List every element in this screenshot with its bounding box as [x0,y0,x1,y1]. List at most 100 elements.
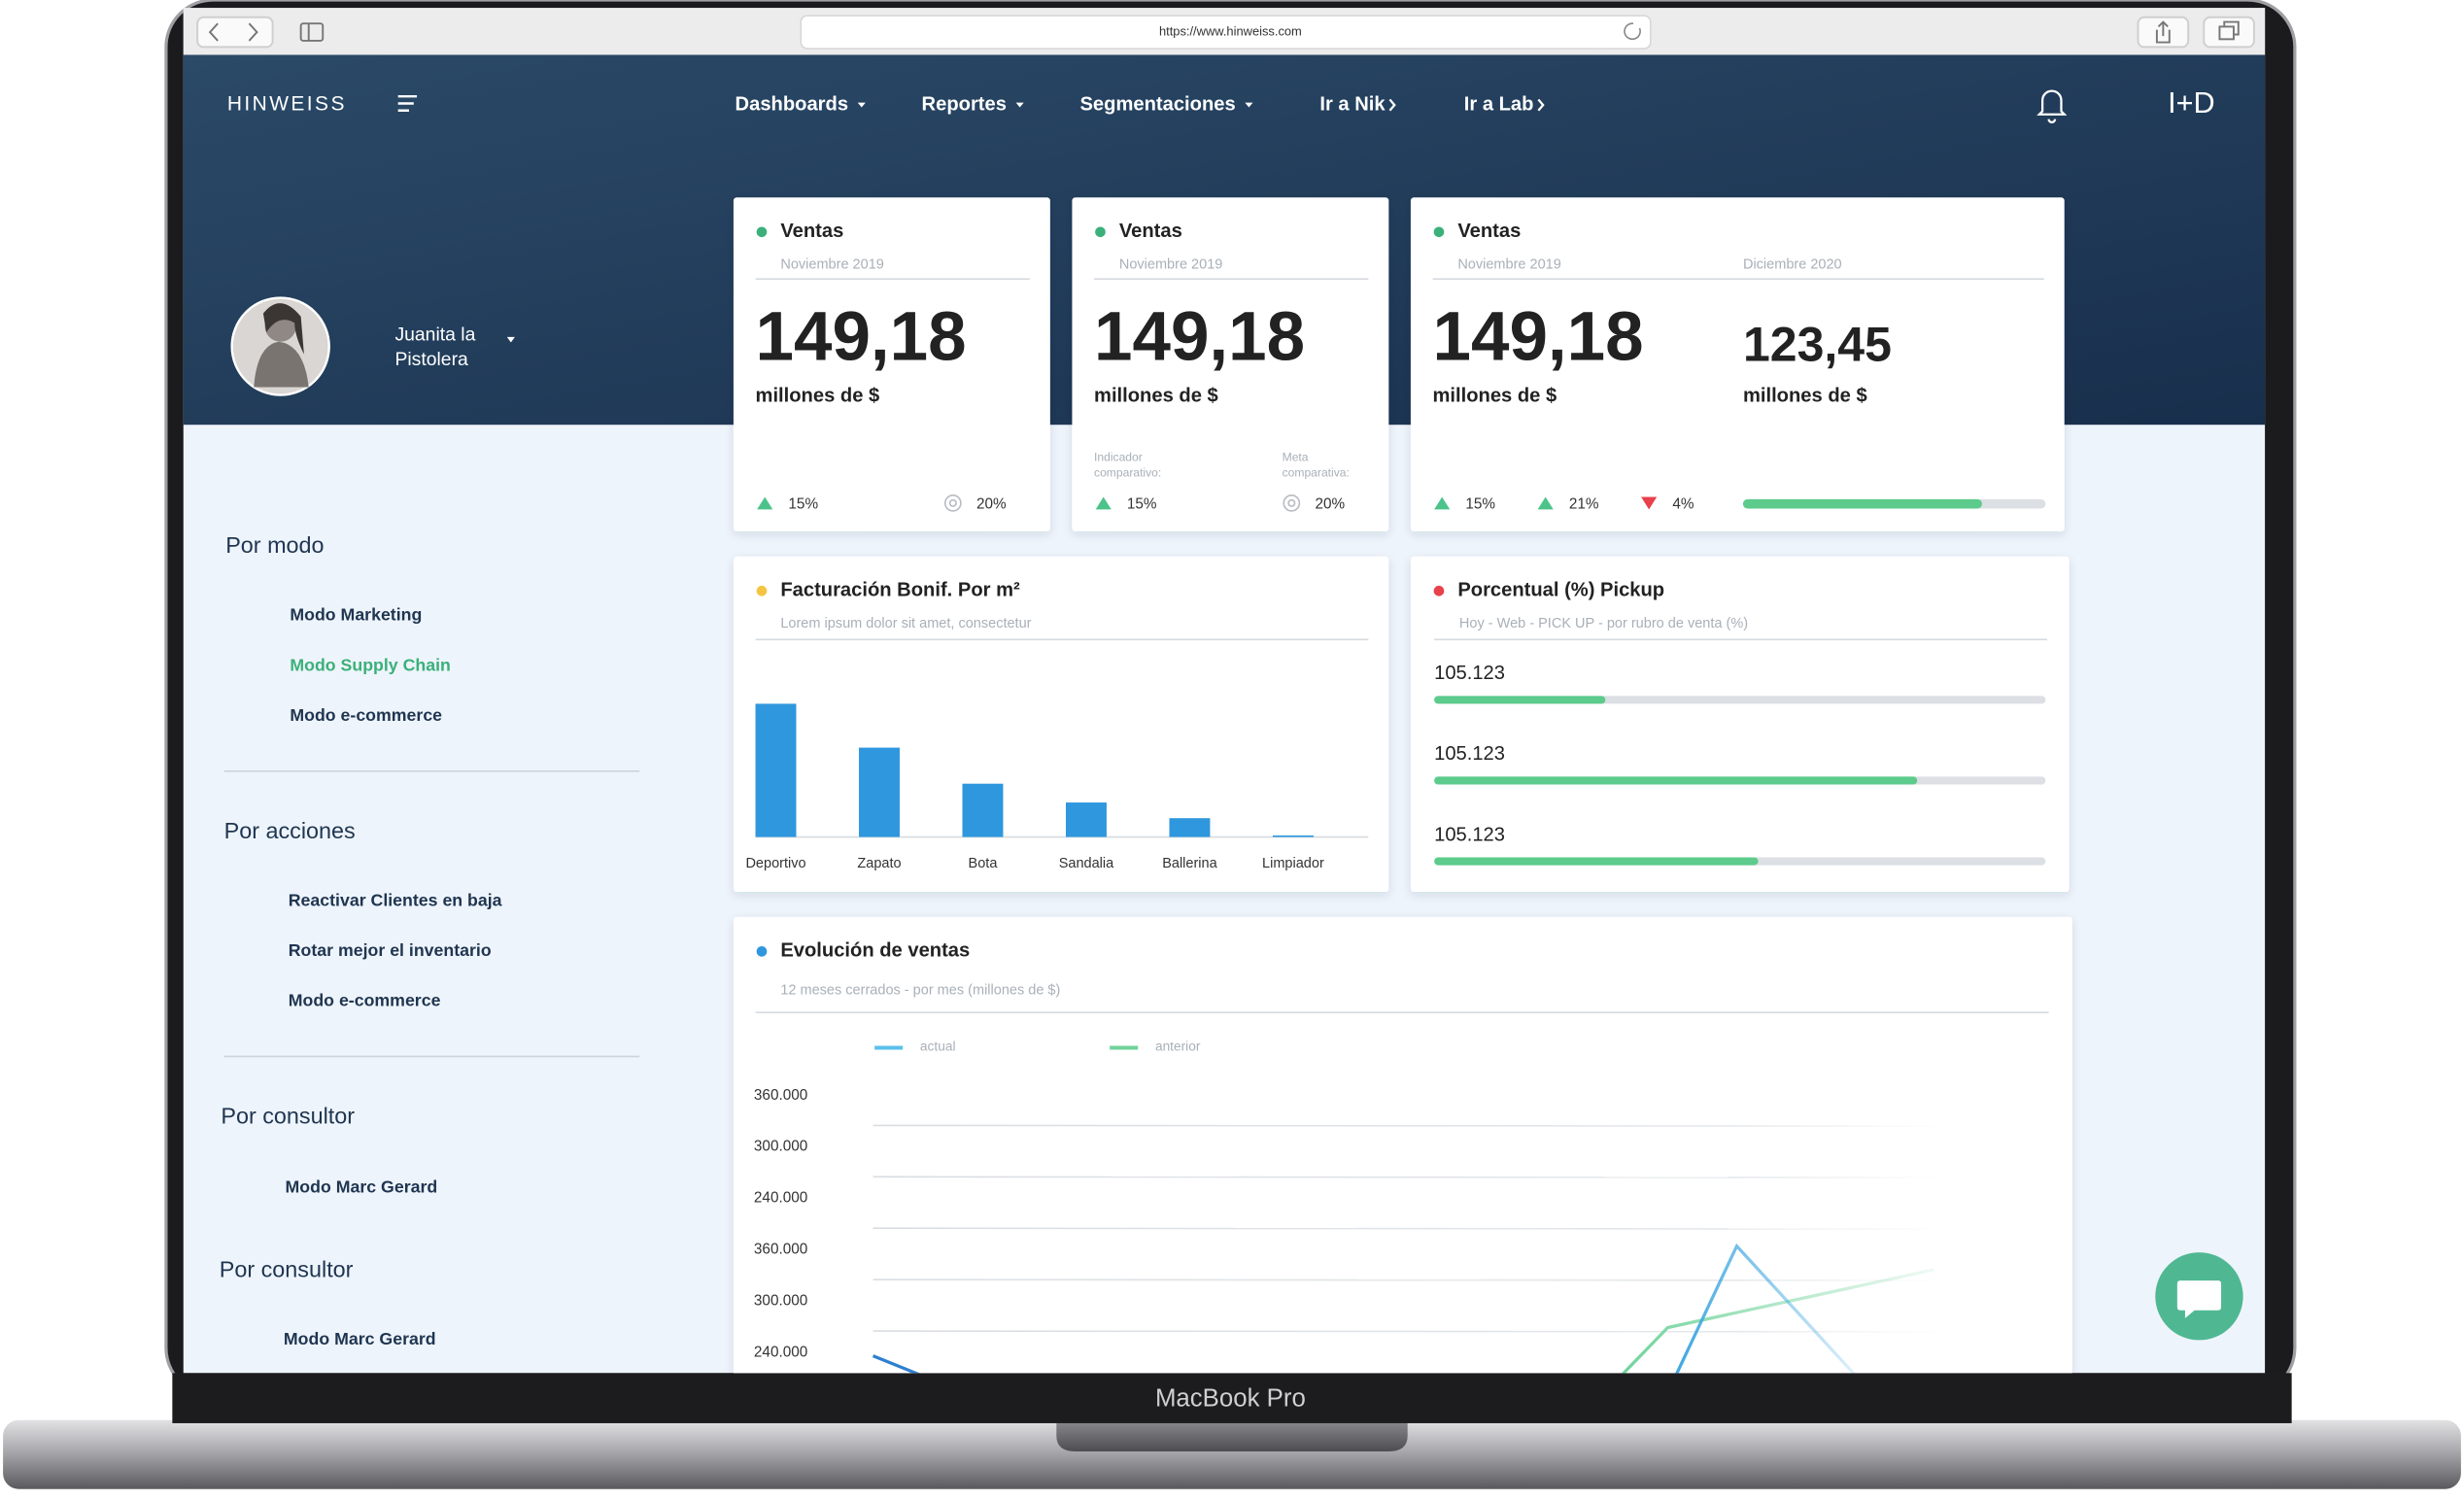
sidebar-item[interactable]: Rotar mejor el inventario [289,940,492,960]
trend-up [1537,496,1554,510]
target-icon [1287,498,1296,507]
url-bar[interactable] [800,15,1652,50]
sidebar-item[interactable]: Modo Marc Gerard [284,1329,436,1348]
y-axis-label: 240.000 [754,1190,807,1207]
user-name-line[interactable]: Juanita la [394,324,475,345]
pickup-card [1410,556,2070,893]
user-name-line[interactable]: Pistolera [394,349,468,370]
url-text: https://www.hinweiss.com [1159,23,1302,38]
x-tick-label: Sandalia [1059,856,1114,871]
kpi-card [1410,197,2065,531]
chart-line-decor [1675,1243,1856,1374]
progress-fill [1742,498,1982,509]
screen: HINWEISS I+D Juanita la Pistolera Dashbo… [183,54,2266,1374]
chat-button[interactable] [2155,1252,2243,1341]
menu-icon[interactable] [397,95,418,112]
kpi-unit: millones de $ [1094,386,1218,407]
sidebar-section-title[interactable]: Por acciones [224,818,356,843]
grid-line [873,1227,1947,1230]
user-caret[interactable] [506,336,515,343]
nav-item[interactable]: Ir a Nik [1319,93,1386,115]
logo[interactable]: HINWEISS [227,93,347,116]
sidebar-section-title[interactable]: Por consultor [220,1257,354,1282]
device-label: MacBook Pro [1155,1385,1306,1413]
sidebar-item[interactable]: Modo Marc Gerard [286,1177,438,1197]
x-tick-label: Limpiador [1262,856,1324,871]
y-axis-label: 360.000 [754,1242,807,1258]
grid-line [873,1124,1947,1128]
x-tick-label: Bota [969,856,999,871]
pickup-label: 105.123 [1434,743,1505,765]
browser-buttons [196,16,2255,49]
bar [962,783,1004,837]
grid-line [873,1176,1947,1178]
card-title: Evolución de ventas [780,940,970,962]
nav-item[interactable]: Segmentaciones [1080,93,1236,115]
nav-item[interactable]: Ir a Lab [1464,93,1534,115]
stat-value: 20% [1316,496,1346,513]
nav-caret[interactable] [1245,102,1253,108]
y-axis-label: 240.000 [754,1344,807,1360]
target-icon [943,494,962,512]
card-subtitle: Hoy - Web - PICK UP - por rubro de venta… [1459,616,1748,631]
sidebar-section-title[interactable]: Por modo [225,532,324,558]
card-title: Ventas [1119,221,1182,242]
x-tick-label: Deportivo [745,856,805,871]
status-dot [1095,226,1106,238]
bar [755,703,797,837]
trend-down [1641,496,1658,510]
nav-caret[interactable] [857,102,866,108]
avatar[interactable] [230,296,330,396]
target-icon [948,498,957,507]
grid-line [873,1330,1947,1333]
x-tick-label: Zapato [857,856,901,871]
nav-caret[interactable] [1015,102,1024,108]
bar [1065,802,1107,837]
sidebar-item[interactable]: Modo e-commerce [290,705,442,725]
nav-arrow[interactable] [1537,98,1545,112]
card-date: Noviembre 2019 [780,256,884,272]
status-dot [1433,226,1445,238]
sidebar-item[interactable]: Reactivar Clientes en baja [289,890,502,909]
bar [1169,818,1211,837]
pickup-label: 105.123 [1434,824,1505,845]
trend-up [1095,496,1112,510]
sidebar-item[interactable]: Modo e-commerce [289,991,441,1010]
base-notch [1056,1419,1408,1451]
kpi-unit: millones de $ [1743,386,1867,407]
legend-label: actual [920,1039,956,1053]
card-date: Noviembre 2019 [1119,256,1223,272]
card-title: Facturación Bonif. Por m² [780,580,1020,601]
legend-label: anterior [1155,1039,1201,1053]
notification-bell[interactable] [2036,89,2068,123]
status-dot [756,945,768,957]
grid-line [873,1278,1947,1281]
progress-fill [1434,857,1759,866]
kpi-value: 149,18 [1433,298,1644,375]
stat-caption: Meta [1283,450,1309,463]
nav-item[interactable]: Reportes [922,93,1007,115]
sidebar-item[interactable]: Modo Supply Chain [290,655,451,674]
stat-value: 15% [788,496,818,513]
chart-line-decor [872,1354,920,1374]
reload-icon[interactable] [1624,22,1641,41]
nav-item[interactable]: Dashboards [736,93,849,115]
kpi-value: 123,45 [1743,317,1892,371]
kpi-value: 149,18 [756,298,967,375]
stat-value: 15% [1127,496,1157,513]
nav-arrow[interactable] [1388,98,1396,112]
sidebar-section-title[interactable]: Por consultor [221,1104,355,1129]
bar-card [733,556,1389,893]
status-dot [756,585,768,597]
y-axis-label: 300.000 [754,1292,807,1309]
chart-line-decor [1621,1268,1935,1374]
kpi-card [733,197,1050,531]
sidebar-item[interactable]: Modo Marketing [290,605,422,625]
status-dot [1433,585,1445,597]
card-title: Ventas [1457,221,1521,242]
target-icon [1283,494,1301,512]
brand-mark[interactable]: I+D [2168,86,2215,119]
